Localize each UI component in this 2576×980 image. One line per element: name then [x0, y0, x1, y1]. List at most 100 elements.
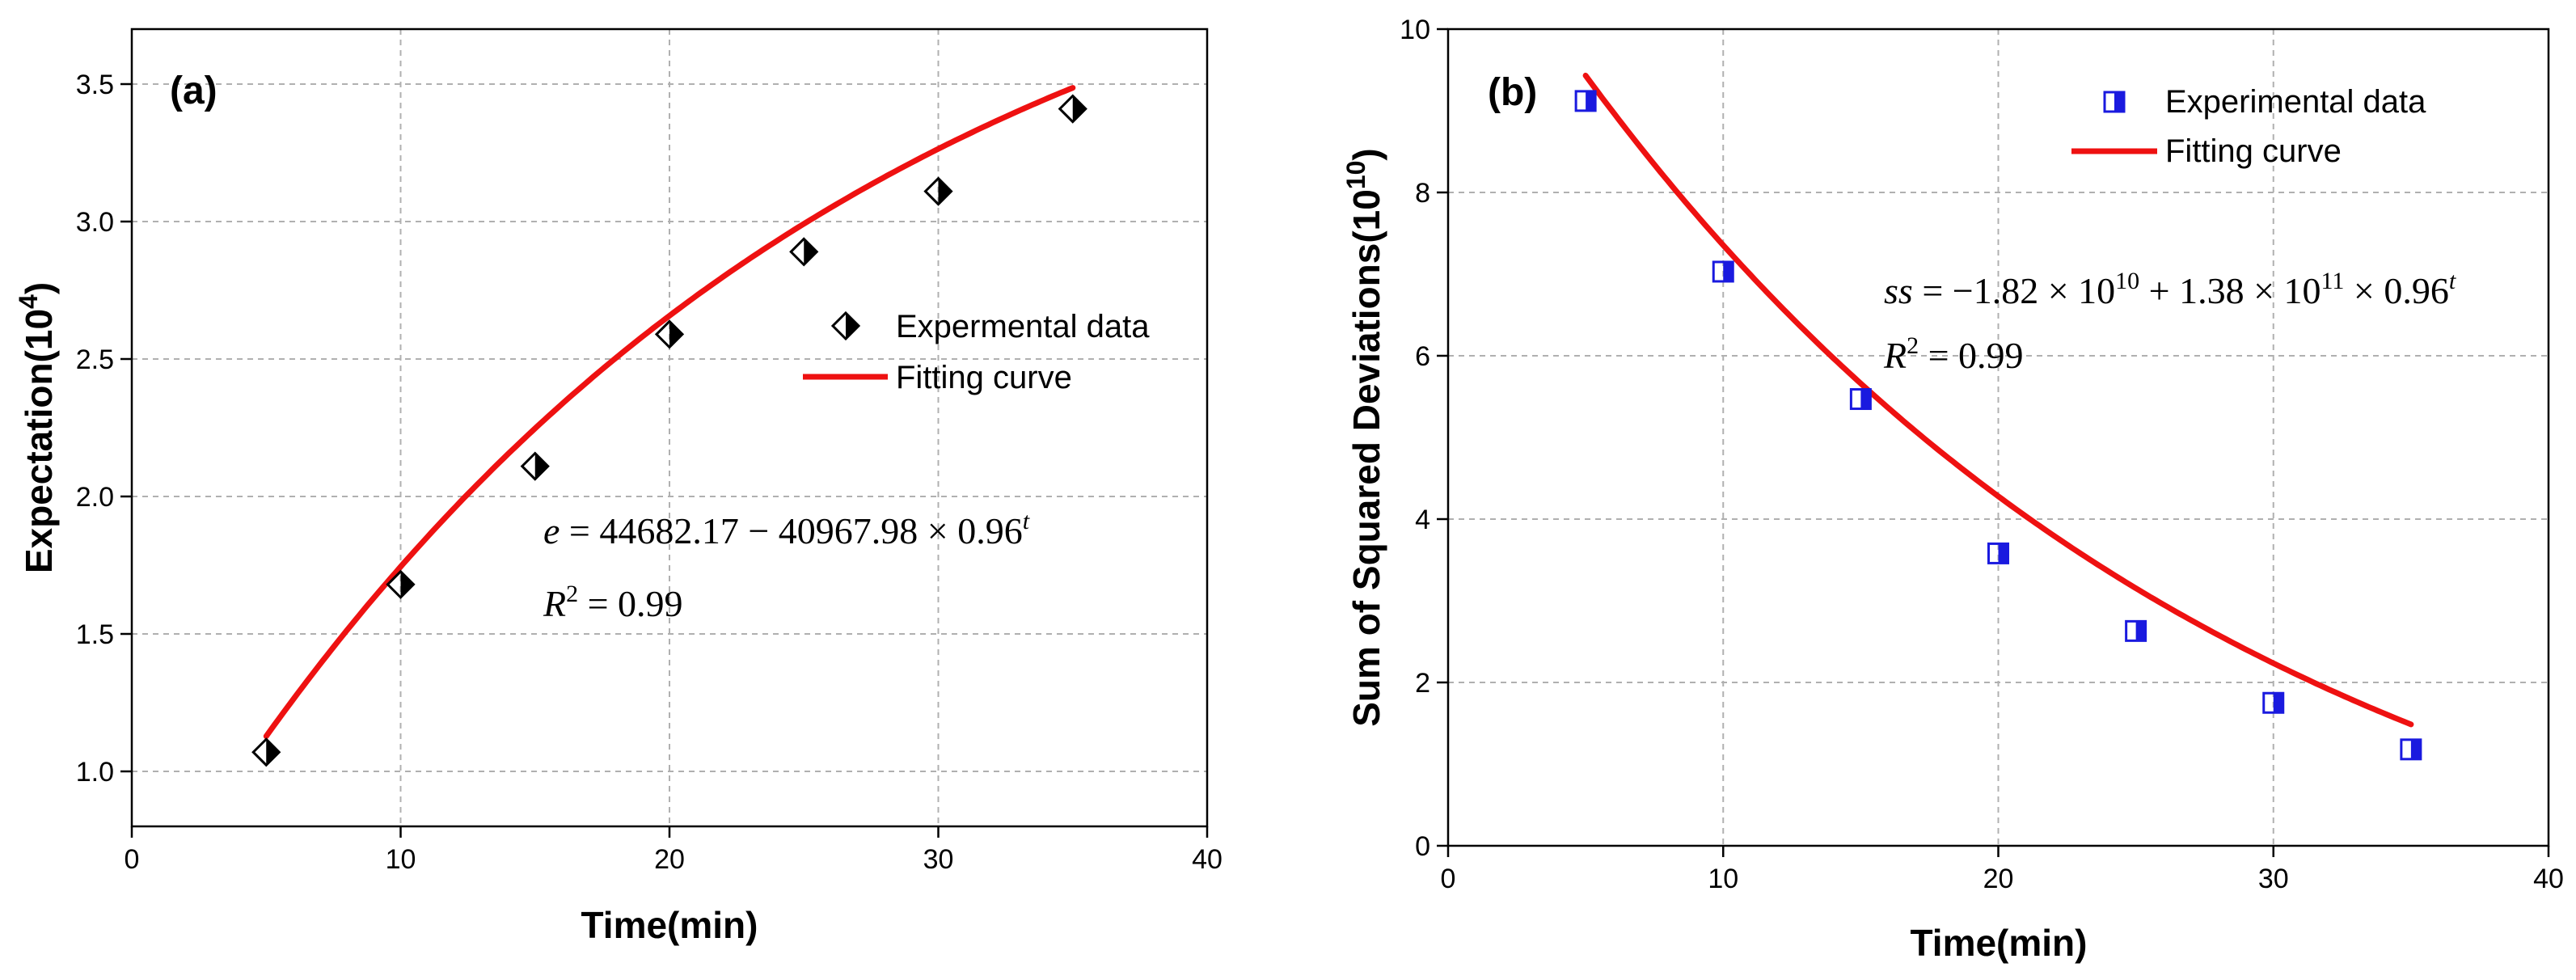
- panel-b-data-point-outline: [1987, 542, 2009, 564]
- panel-a-data-point-outline: [1058, 94, 1087, 124]
- panel-b-data-point-outline: [2400, 738, 2422, 761]
- panel-b-y-tick-label: 0: [1415, 831, 1430, 862]
- panel-a-y-tick-label: 3.0: [76, 207, 114, 238]
- panel-a-points: [251, 94, 1087, 767]
- panel-b-equation: ss = −1.82 × 1010 + 1.38 × 1011 × 0.96t: [1884, 268, 2456, 311]
- panel-b-data-point-outline: [1574, 90, 1597, 112]
- panel-b-data-point-fill: [1860, 389, 1871, 409]
- panel-a-y-tick-label: 3.5: [76, 70, 114, 100]
- panel-b-data-point-fill: [1586, 91, 1596, 111]
- panel-a-y-tick-label: 1.5: [76, 619, 114, 650]
- panel-b-y-tick-label: 2: [1415, 668, 1430, 699]
- panel-b-legend-fit-label: Fitting curve: [2165, 133, 2342, 169]
- panel-b-legend-square-marker: [2103, 91, 2126, 113]
- panel-b-fitting-curve: [1582, 72, 2414, 728]
- panel-b-x-tick-label: 0: [1441, 864, 1456, 894]
- panel-a-x-tick-label: 20: [654, 844, 685, 875]
- panel-a-data-point-fill: [1072, 95, 1086, 122]
- panel-a-equation: e = 44682.17 − 40967.98 × 0.96t: [543, 508, 1030, 551]
- panel-a-r-squared: R2 = 0.99: [543, 581, 683, 624]
- panel-b-points: [1574, 90, 2422, 761]
- panel-b-legend-data-label: Experimental data: [2165, 84, 2426, 120]
- panel-a-data-point: [386, 569, 416, 599]
- panel-b-data-point-outline: [1712, 260, 1734, 283]
- panel-a-data-point: [923, 176, 953, 206]
- panel-a-legend-data-label: Expermental data: [896, 309, 1150, 344]
- panel-b-x-tick-label: 20: [1983, 864, 2014, 894]
- panel-b-data-point: [1849, 388, 1872, 411]
- panel-a-data-point-outline: [654, 319, 685, 349]
- panel-a-data-point-fill: [400, 571, 414, 598]
- panel-a-data-point-outline: [520, 451, 550, 481]
- panel-a-data-point: [1058, 94, 1087, 124]
- panel-b-y-axis-title: Sum of Squared Deviations(1010): [1341, 148, 1387, 727]
- panel-a-x-axis-title: Time(min): [581, 904, 758, 946]
- panel-b-data-point-fill: [1998, 543, 2008, 564]
- panel-a-legend-diamond-marker-outline: [830, 310, 861, 341]
- panel-a-legend: Expermental data Fitting curve: [803, 309, 1150, 395]
- panel-a-y-tick-label: 2.5: [76, 344, 114, 375]
- panel-a-data-point-fill: [938, 178, 952, 205]
- panel-a-x-tick-label: 30: [923, 844, 954, 875]
- panel-b-data-point: [1712, 260, 1734, 283]
- panel-a-data-point: [251, 737, 281, 767]
- panel-a-y-tick-label: 1.0: [76, 757, 114, 788]
- panel-b-x-tick-label: 30: [2258, 864, 2289, 894]
- panel-b-y-tick-label: 8: [1415, 178, 1430, 209]
- panel-a-x-tick-label: 10: [386, 844, 416, 875]
- panel-b-data-point-fill: [2135, 621, 2146, 641]
- panel-a-data-point-outline: [789, 237, 819, 267]
- panel-a-data-point-fill: [669, 321, 682, 348]
- panel-a-data-point: [654, 319, 685, 349]
- panel-b-data-point: [1574, 90, 1597, 112]
- panel-b-legend-square-marker-outline: [2103, 91, 2126, 113]
- panel-a-chart: 0 10 20 30 40 1.0 1.5 2.0 2.5 3.0 3.5 (a) Expermen…: [14, 27, 1223, 946]
- panel-a-data-point: [789, 237, 819, 267]
- panel-b-data-point-fill: [2410, 739, 2421, 759]
- panel-a-data-point-fill: [804, 239, 817, 265]
- panel-b-ticks: 0 10 20 30 40 0 2 4 6 8 10: [1400, 15, 2564, 894]
- panel-b-label: (b): [1488, 71, 1537, 114]
- panel-a-data-point: [520, 451, 550, 481]
- panel-b-y-tick-label: 10: [1400, 15, 1430, 45]
- panel-b-legend: Experimental data Fitting curve: [2071, 84, 2426, 169]
- panel-a-gridlines: [132, 29, 1207, 826]
- panel-a-y-axis-title: Expectation(104): [14, 282, 60, 573]
- panel-a-legend-diamond-marker-fill: [846, 313, 859, 339]
- panel-a-data-point-outline: [386, 569, 416, 599]
- panel-a-x-tick-label: 40: [1192, 844, 1223, 875]
- panel-a-legend-diamond-marker: [830, 310, 861, 341]
- panel-b-x-tick-label: 40: [2533, 864, 2564, 894]
- panel-b-y-tick-label: 4: [1415, 505, 1430, 535]
- panel-b-legend-square-marker-fill: [2114, 92, 2124, 112]
- panel-b-chart: 0 10 20 30 40 0 2 4 6 8 10 (b) Experimental data F…: [1341, 15, 2564, 964]
- panel-a-x-tick-label: 0: [125, 844, 140, 875]
- panel-a-fitting-curve: [263, 85, 1076, 739]
- panel-a-legend-marker: [830, 310, 861, 341]
- panel-b-data-point: [2125, 619, 2147, 642]
- panel-b-r-squared: R2 = 0.99: [1883, 332, 2024, 376]
- panel-b-curve-layer: [1582, 72, 2414, 728]
- panel-b-data-point-outline: [2125, 619, 2147, 642]
- panel-b-data-point-fill: [2273, 693, 2283, 713]
- panel-a-data-point-outline: [251, 737, 281, 767]
- panel-b-y-tick-label: 6: [1415, 341, 1430, 372]
- panel-a-legend-fit-label: Fitting curve: [896, 360, 1072, 395]
- panel-a-y-tick-label: 2.0: [76, 482, 114, 513]
- panel-a-label: (a): [170, 70, 217, 112]
- panel-a-ticks: 0 10 20 30 40 1.0 1.5 2.0 2.5 3.0 3.5: [76, 70, 1223, 875]
- panel-b-data-point: [1987, 542, 2009, 564]
- panel-b-data-point: [2400, 738, 2422, 761]
- panel-b-data-point: [2262, 691, 2285, 714]
- panel-a-data-point-fill: [266, 739, 280, 766]
- panel-b-data-point-fill: [1723, 261, 1734, 281]
- panel-b-data-point-outline: [2262, 691, 2285, 714]
- panel-b-x-axis-title: Time(min): [1911, 922, 2088, 964]
- panel-b-gridlines: [1448, 29, 2549, 846]
- panel-a-data-point-fill: [534, 453, 548, 479]
- panel-a-curve-layer: [263, 85, 1076, 739]
- panel-b-legend-marker: [2103, 91, 2126, 113]
- panel-a-data-point-outline: [923, 176, 953, 206]
- panel-b-data-point-outline: [1849, 388, 1872, 411]
